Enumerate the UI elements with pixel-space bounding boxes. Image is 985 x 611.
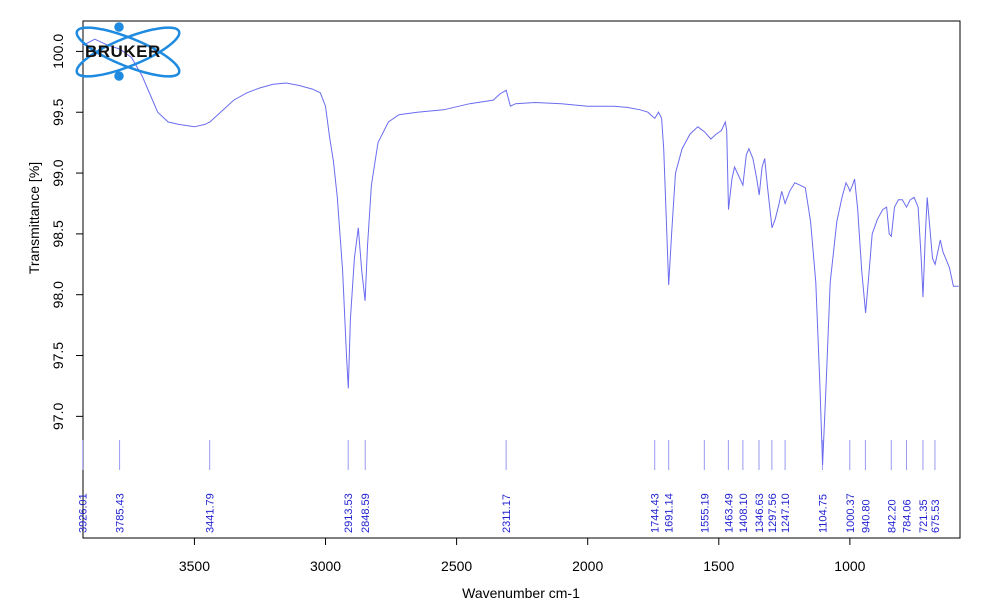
y-axis-title: Transmittance [%] [26,162,42,274]
peak-markers: 3926.01 3785.43 3441.79 2913.53 2848.59 2311.… [78,440,942,533]
peak-label: 784.06 [901,499,913,533]
peak-label: 2848.59 [360,493,372,533]
peak-label: 1104.75 [817,494,829,533]
x-axis-ticks: 3500 3000 2500 2000 1500 1000 [179,538,866,574]
peak-label: 1000.37 [845,493,857,533]
atom-orbit-icon [75,22,181,81]
x-tick-label: 2000 [572,558,603,574]
y-tick-label: 97.0 [50,403,66,430]
peak-label: 1408.10 [738,493,750,533]
x-tick-label: 2500 [441,558,472,574]
y-tick-label: 98.5 [50,220,66,247]
y-tick-label: 100.0 [50,34,66,69]
peak-label: 1297.56 [767,493,779,533]
x-tick-label: 3000 [310,558,341,574]
x-axis-title: Wavenumber cm-1 [462,585,580,601]
peak-label: 675.53 [930,499,942,533]
x-tick-label: 1500 [703,558,734,574]
y-tick-label: 97.5 [50,342,66,369]
peak-label: 2913.53 [343,493,355,533]
peak-label: 1555.19 [699,493,711,533]
y-axis-ticks: 97.0 97.5 98.0 98.5 99.0 99.5 100.0 [50,34,83,430]
y-tick-label: 98.0 [50,281,66,308]
y-tick-label: 99.5 [50,98,66,125]
peak-label: 3785.43 [115,493,127,533]
y-tick-label: 99.0 [50,159,66,186]
bruker-logo: BRUKER [75,22,181,81]
spectrum-line [82,38,959,466]
peak-label: 3926.01 [78,493,90,533]
peak-label: 940.80 [860,499,872,533]
bruker-logo-text: BRUKER [85,42,161,61]
peak-label: 2311.17 [501,494,513,533]
peak-label: 1691.14 [664,493,676,533]
peak-label: 721.35 [918,499,930,533]
peak-label: 1247.10 [780,493,792,533]
peak-label: 3441.79 [205,493,217,533]
peak-label: 842.20 [886,499,898,533]
x-tick-label: 1000 [834,558,865,574]
peak-label: 1463.49 [723,493,735,533]
plot-frame [82,20,961,539]
x-tick-label: 3500 [179,558,210,574]
peak-label: 1744.43 [650,493,662,533]
peak-label: 1346.63 [754,493,766,533]
